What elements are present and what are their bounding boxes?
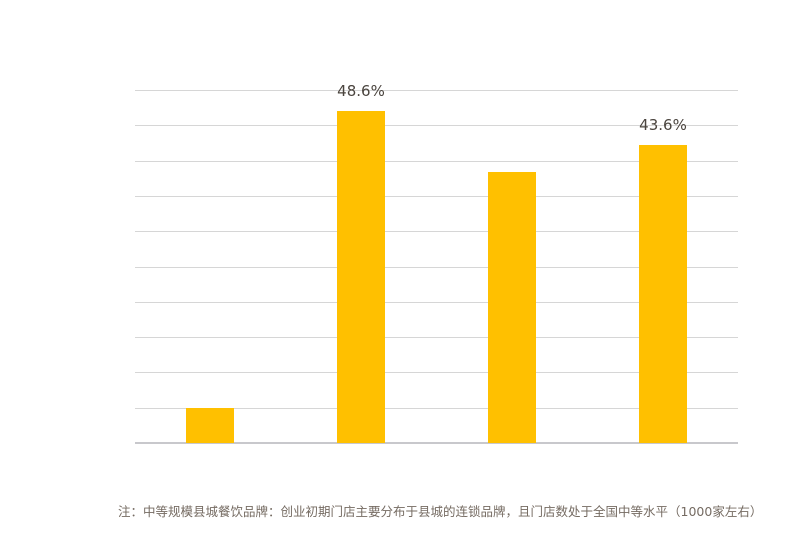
bar-category-2 bbox=[337, 111, 385, 443]
bar-data-label-4: 43.6% bbox=[639, 116, 687, 134]
gridline bbox=[135, 161, 738, 162]
gridline bbox=[135, 196, 738, 197]
bar-data-label-2: 48.6% bbox=[337, 82, 385, 100]
x-axis-line bbox=[135, 442, 738, 444]
gridline bbox=[135, 267, 738, 268]
gridline bbox=[135, 302, 738, 303]
gridline bbox=[135, 337, 738, 338]
gridline bbox=[135, 408, 738, 409]
gridline bbox=[135, 372, 738, 373]
bar-category-1 bbox=[186, 408, 234, 443]
gridline bbox=[135, 90, 738, 91]
footnote: 注：中等规模县城餐饮品牌：创业初期门店主要分布于县城的连锁品牌，且门店数处于全国… bbox=[118, 504, 763, 519]
bar-category-4 bbox=[639, 145, 687, 443]
gridline bbox=[135, 231, 738, 232]
gridline bbox=[135, 125, 738, 126]
bar-category-3 bbox=[488, 172, 536, 443]
